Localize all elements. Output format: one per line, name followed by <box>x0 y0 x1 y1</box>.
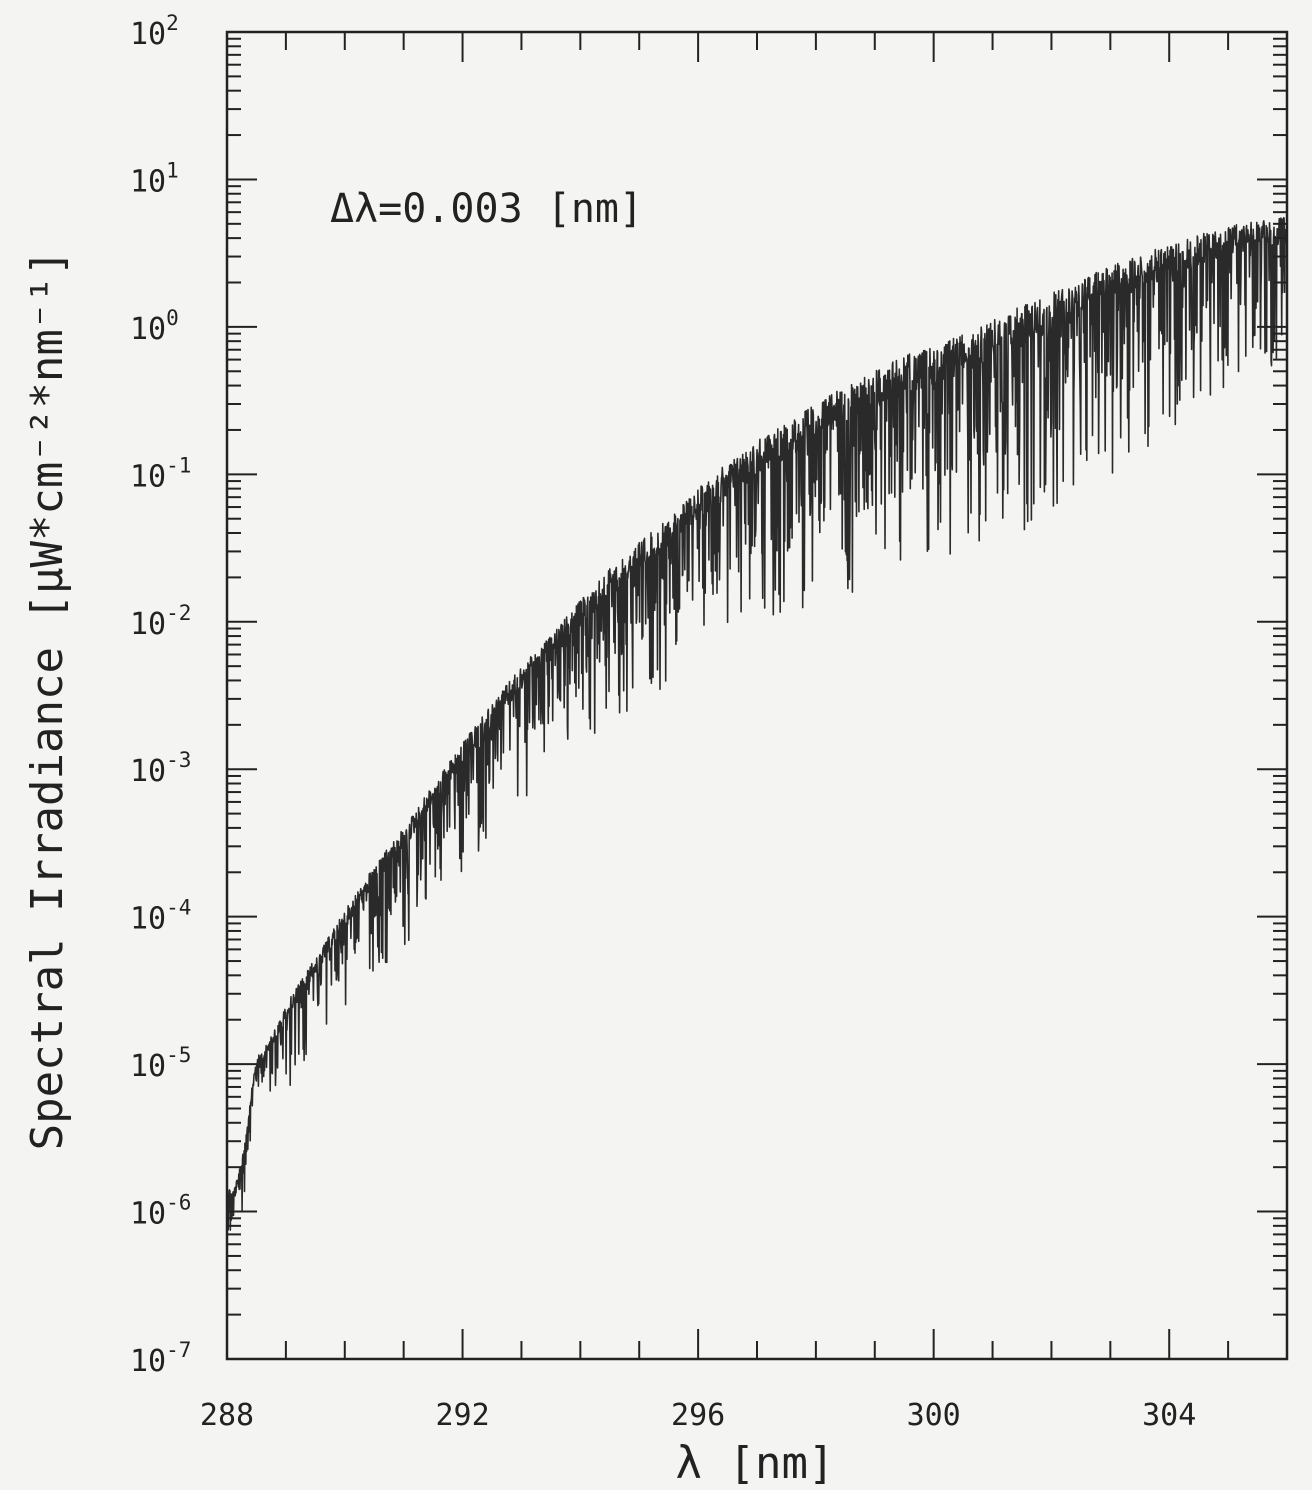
resolution-annotation: Δλ=0.003 [nm] <box>330 186 643 232</box>
y-tick-label: 10-7 <box>130 1338 191 1379</box>
y-tick-label: 10-2 <box>130 601 191 642</box>
axis-ticks <box>226 31 1288 1360</box>
x-tick-label: 296 <box>671 1398 725 1433</box>
spectrum-series <box>226 216 1288 1231</box>
x-tick-labels: 288 292 296 300 304 <box>200 1398 1196 1433</box>
y-tick-label: 10-4 <box>130 896 191 937</box>
x-tick-label: 288 <box>200 1398 254 1433</box>
y-tick-label: 10-6 <box>130 1191 191 1232</box>
y-tick-labels: 102 101 100 10-1 10-2 10-3 10-4 10-5 10-6 10-7 <box>130 11 191 1379</box>
y-tick-label: 10-5 <box>130 1043 191 1084</box>
x-tick-label: 292 <box>435 1398 489 1433</box>
y-tick-label: 10-1 <box>130 453 191 494</box>
x-axis-label: λ [nm] <box>676 1438 835 1489</box>
spectrum-line <box>226 216 1288 1231</box>
y-axis-label: Spectral Irradiance [µW*cm⁻²*nm⁻¹] <box>22 250 73 1151</box>
x-tick-label: 300 <box>907 1398 961 1433</box>
y-tick-label: 10-3 <box>130 748 191 789</box>
x-tick-label: 304 <box>1142 1398 1196 1433</box>
y-tick-label: 100 <box>130 306 179 347</box>
y-tick-label: 102 <box>130 11 179 52</box>
y-tick-label: 101 <box>130 158 179 199</box>
